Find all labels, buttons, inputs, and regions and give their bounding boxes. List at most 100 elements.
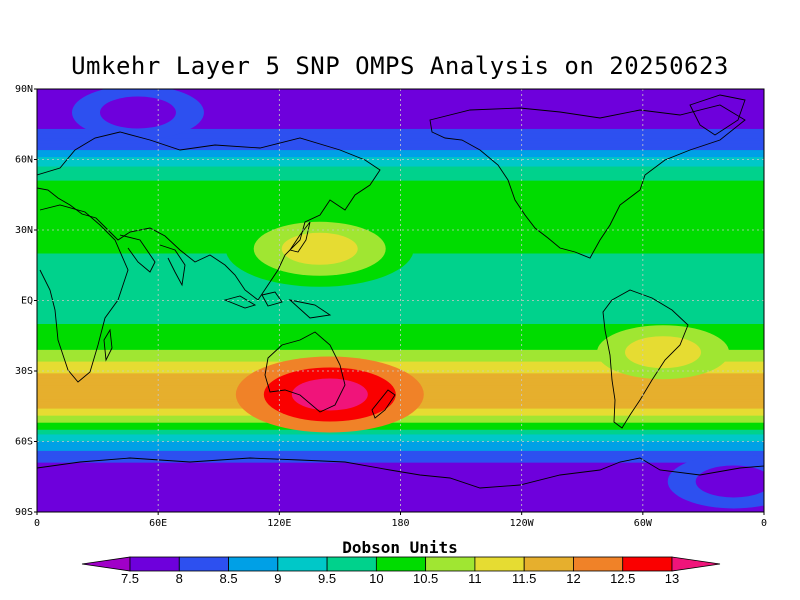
zonal-band: [37, 100, 764, 104]
colorbar-swatch: [178, 556, 229, 572]
colorbar-swatch: [228, 556, 279, 572]
colorbar-swatch: [622, 556, 673, 572]
feature-contour: [99, 96, 176, 129]
zonal-band: [37, 180, 764, 184]
colorbar-swatch: [277, 556, 328, 572]
zonal-band: [37, 131, 764, 135]
zonal-band: [37, 281, 764, 285]
colorbar-tick-label: 7.5: [121, 571, 139, 586]
zonal-band: [37, 272, 764, 276]
zonal-band: [37, 295, 764, 299]
zonal-band: [37, 117, 764, 121]
graticule: [37, 89, 764, 512]
latitude-labels: 90N 60N 30N EQ 30S 60S 90S: [15, 84, 37, 518]
zonal-band: [37, 507, 764, 511]
zonal-band: [37, 166, 764, 170]
zonal-band: [37, 105, 764, 109]
zonal-band: [37, 476, 764, 480]
colorbar-tick-label: 12.5: [610, 571, 635, 586]
colorbar-tick-label: 12: [566, 571, 580, 586]
coast-new-zealand: [371, 389, 396, 419]
zonal-band: [37, 225, 764, 229]
zonal-band: [37, 277, 764, 280]
zonal-band: [37, 190, 764, 193]
zonal-band: [37, 361, 764, 365]
colorbar-tick-label: 9: [274, 571, 281, 586]
zonal-band: [37, 126, 764, 130]
colorbar-swatch: [326, 556, 377, 572]
lon-tick-label: 0: [761, 518, 767, 529]
zonal-band: [37, 140, 764, 144]
feature-maximum: [225, 210, 414, 287]
colorbar-tick-label: 11.5: [512, 571, 536, 586]
feature-contour: [291, 378, 368, 411]
zonal-band: [37, 110, 764, 114]
coast-europe-asia: [37, 131, 381, 301]
zonal-band: [37, 465, 764, 468]
zonal-band: [37, 197, 764, 201]
zonal-band: [37, 321, 764, 325]
zonal-band: [37, 432, 764, 436]
zonal-band: [37, 194, 764, 198]
lon-tick-label: 120W: [510, 518, 535, 529]
zonal-band: [37, 274, 764, 278]
zonal-band: [37, 201, 764, 205]
zonal-band: [37, 460, 764, 464]
zonal-band: [37, 192, 764, 196]
feature-maximum: [597, 325, 730, 380]
zonal-band: [37, 335, 764, 339]
zonal-band: [37, 420, 764, 424]
coast-north-america: [429, 104, 746, 259]
zonal-band: [37, 312, 764, 316]
zonal-band: [37, 366, 764, 370]
zonal-band: [37, 427, 764, 431]
zonal-band: [37, 305, 764, 309]
zonal-band: [37, 119, 764, 123]
zonal-band: [37, 356, 764, 360]
lat-tick-label: 30N: [15, 225, 33, 236]
zonal-band: [37, 354, 764, 358]
zonal-band: [37, 495, 764, 499]
colorbar-swatch: [573, 556, 624, 572]
lat-tick-label: 30S: [15, 366, 33, 377]
zonal-band: [37, 347, 764, 351]
colorbar-tick-label: 10.5: [413, 571, 438, 586]
feature-contour: [281, 232, 358, 265]
zonal-band: [37, 269, 764, 273]
coast-antarctica: [37, 457, 764, 489]
coast-africa: [39, 204, 129, 383]
zonal-band: [37, 121, 764, 125]
ozone-field: [37, 89, 764, 512]
zonal-band: [37, 326, 764, 330]
lat-tick-label: EQ: [21, 296, 33, 307]
lat-tick-label: 60S: [15, 437, 33, 448]
zonal-band: [37, 215, 764, 219]
zonal-band: [37, 150, 764, 154]
zonal-band: [37, 441, 764, 445]
colorbar-label: Dobson Units: [342, 538, 458, 557]
coast-south-america: [602, 289, 689, 429]
lon-tick-label: 60W: [634, 518, 653, 529]
coast-arabia-india: [119, 234, 186, 287]
colorbar-tick-label: 10: [369, 571, 383, 586]
zonal-band: [37, 112, 764, 116]
zonal-band: [37, 314, 764, 318]
zonal-band: [37, 490, 764, 494]
colorbar-tick-label: 13: [665, 571, 679, 586]
feature-minimum: [667, 454, 764, 509]
feature-contour: [695, 465, 764, 498]
zonal-band: [37, 446, 764, 450]
coast-japan: [289, 221, 311, 253]
colorbar-swatch: [523, 556, 574, 572]
zonal-band: [37, 152, 764, 156]
zonal-band: [37, 425, 764, 428]
colorbar-tick-label: 8: [176, 571, 183, 586]
colorbar-swatch: [474, 556, 525, 572]
lat-tick-label: 60N: [15, 155, 33, 166]
colorbar-tick-label: 8.5: [220, 571, 238, 586]
colorbar-swatch: [129, 556, 180, 572]
colorbar: 7.5 8 8.5 9 9.5 10 10.5 11 11.5 12 12.5 13: [81, 556, 721, 586]
zonal-band: [37, 300, 764, 304]
zonal-band: [37, 291, 764, 295]
colorbar-tick-label: 11: [468, 571, 482, 586]
